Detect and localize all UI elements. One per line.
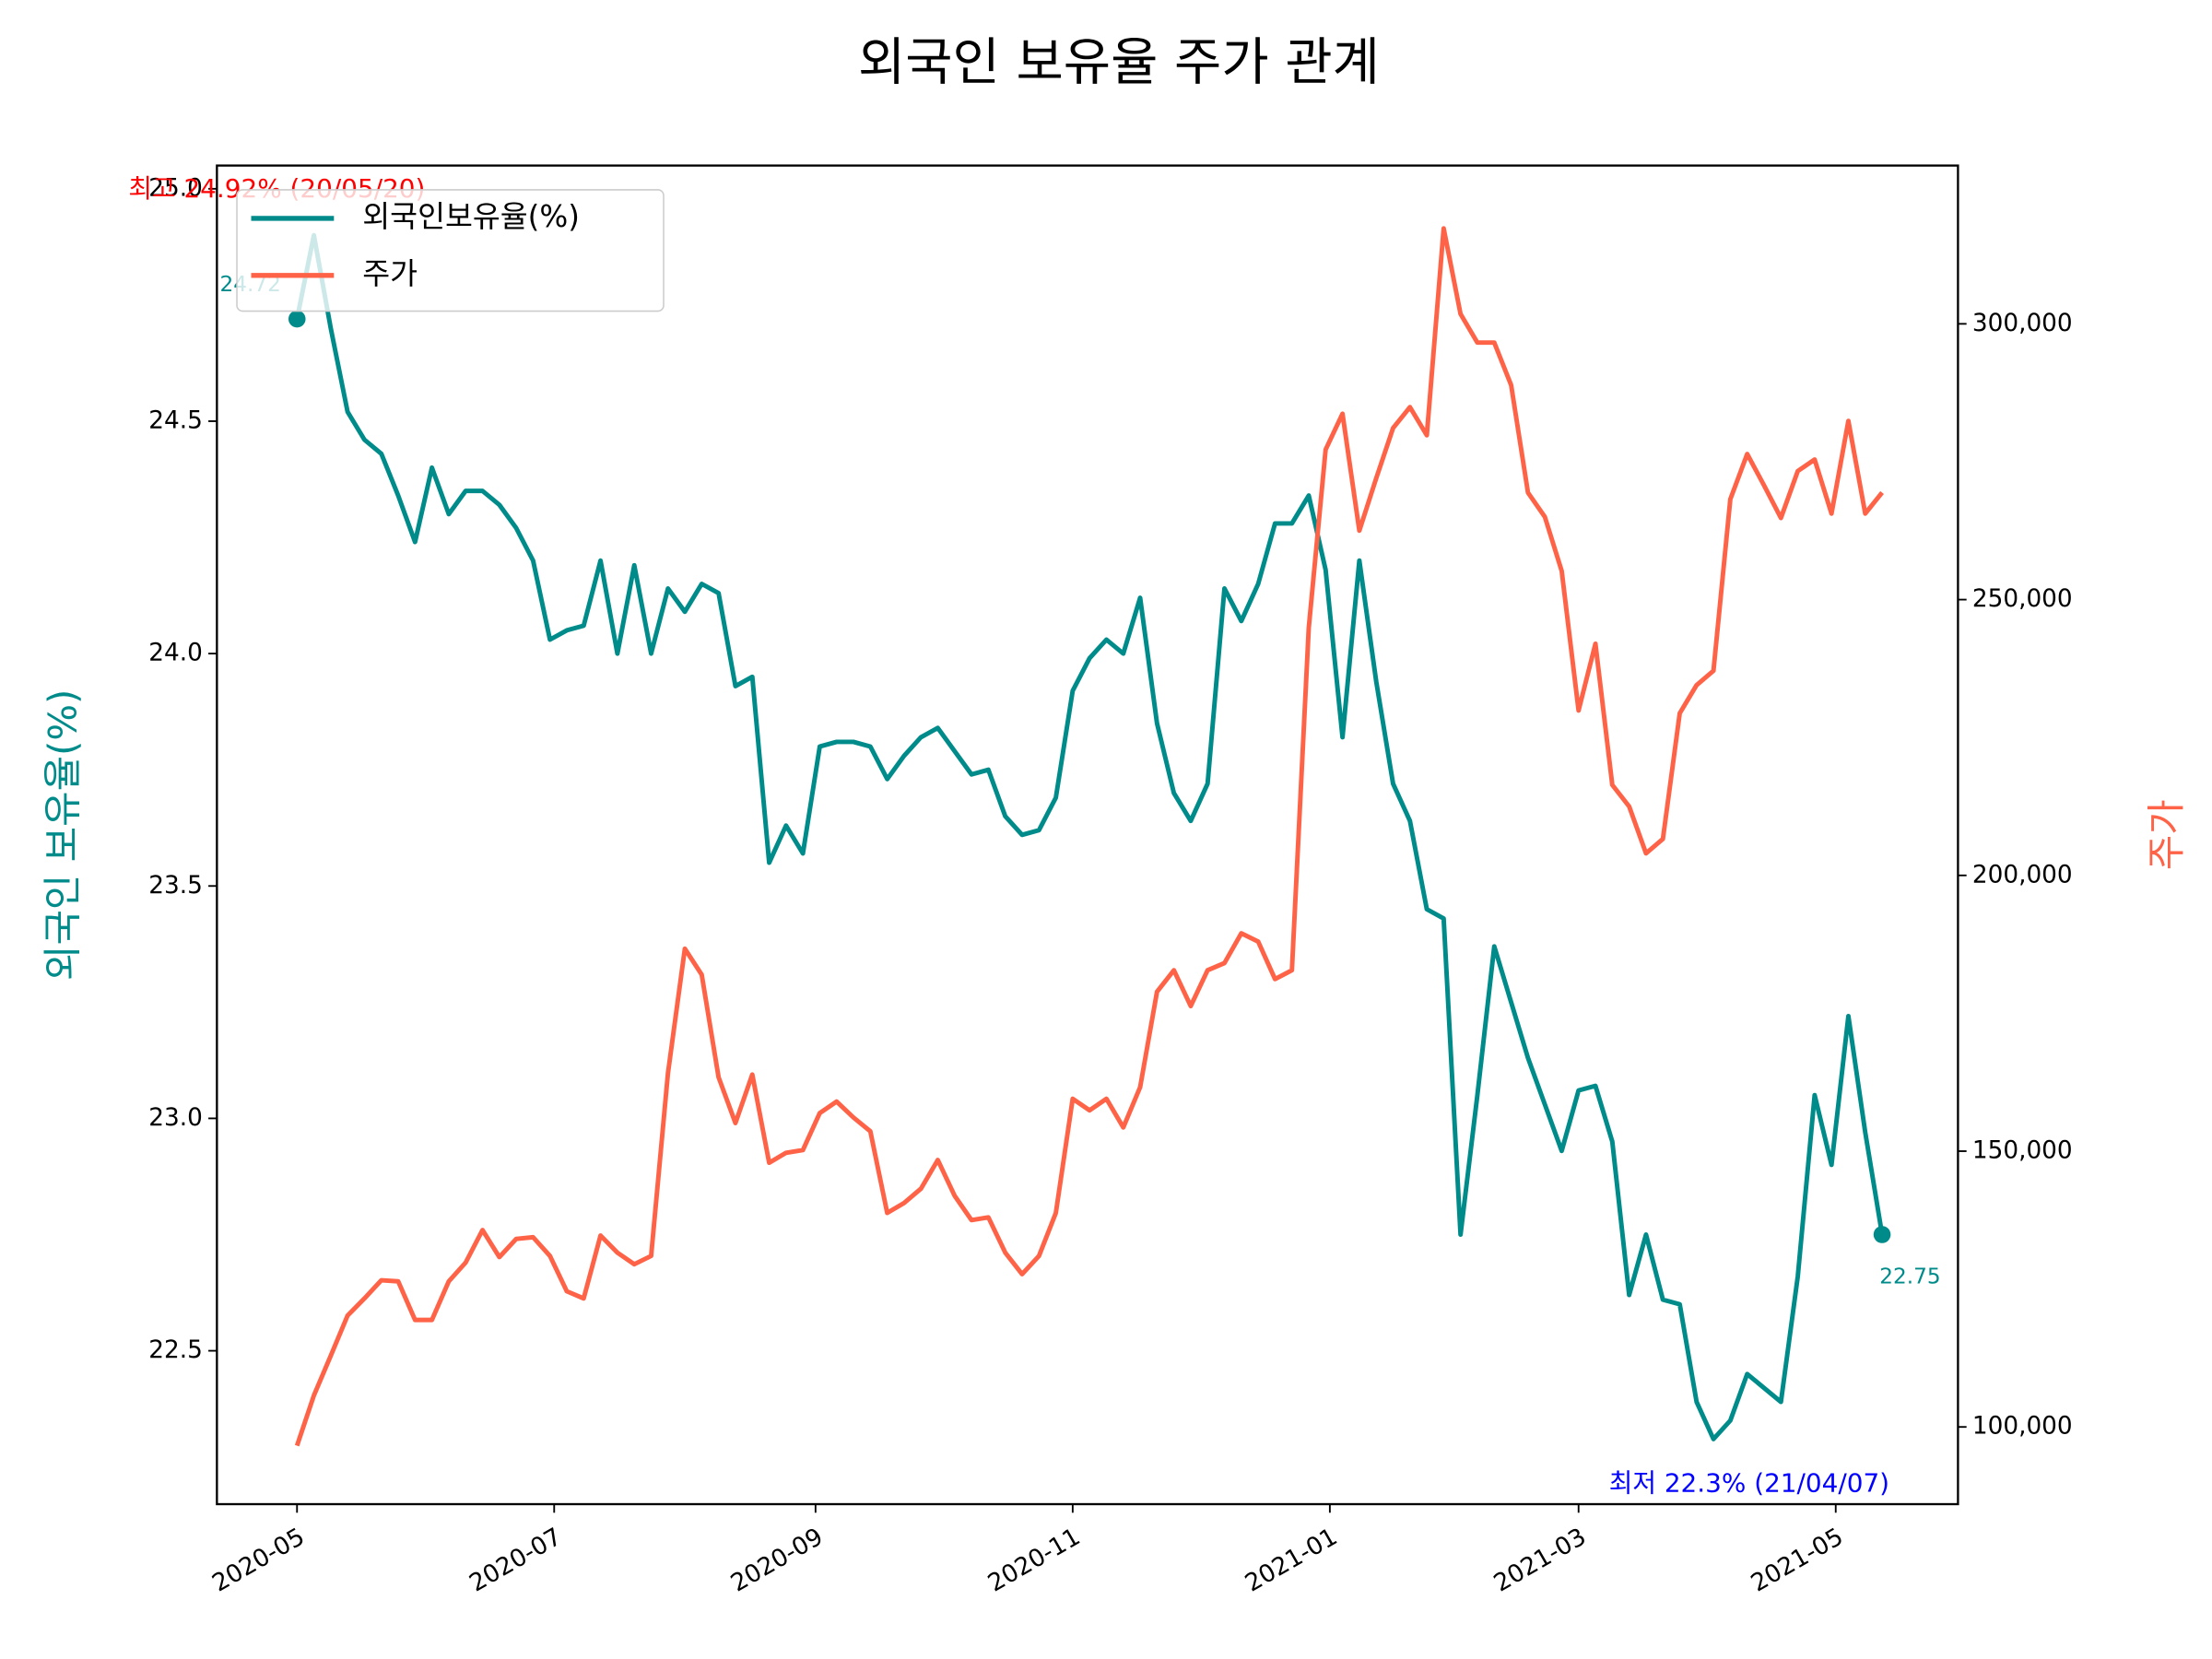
y2-tick-label: 150,000 xyxy=(1972,1137,2073,1165)
y2-tick-label: 100,000 xyxy=(1972,1413,2073,1441)
point-marker xyxy=(1873,1226,1891,1243)
y-tick-label: 24.0 xyxy=(148,640,203,667)
y-tick-label: 24.5 xyxy=(148,406,203,434)
annotation: 최저 22.3% (21/04/07) xyxy=(1609,1467,1889,1498)
y2-tick-label: 300,000 xyxy=(1972,310,2073,337)
legend: 외국인보유율(%) 주가 xyxy=(236,189,665,312)
point-marker xyxy=(288,310,306,328)
y-tick-label: 23.5 xyxy=(148,872,203,900)
y-axis-label: 외국인 보유율(%) xyxy=(41,689,86,981)
y-tick-label: 22.5 xyxy=(148,1336,203,1364)
series-line xyxy=(294,232,1885,1441)
x-tick-label: 2020-11 xyxy=(983,1524,1085,1598)
y-tick-label: 25.0 xyxy=(148,174,203,202)
x-tick-label: 2020-05 xyxy=(207,1524,309,1598)
x-tick-label: 2020-09 xyxy=(726,1524,828,1598)
y2-tick-label: 200,000 xyxy=(1972,861,2073,888)
plot-frame xyxy=(216,164,1959,1506)
legend-box xyxy=(236,189,665,312)
legend-label: 외국인보유율(%) xyxy=(362,199,580,234)
x-tick-label: 2021-03 xyxy=(1489,1524,1591,1598)
x-tick-label: 2021-05 xyxy=(1747,1524,1848,1598)
annotation: 22.75 xyxy=(1879,1264,1940,1288)
series-line xyxy=(294,226,1884,1447)
legend-label: 주가 xyxy=(362,256,418,291)
chart-title: 외국인 보유율 주가 관계 xyxy=(858,32,1380,92)
x-tick-label: 2020-07 xyxy=(465,1524,566,1598)
y2-tick-label: 250,000 xyxy=(1972,585,2073,613)
x-tick-label: 2021-01 xyxy=(1241,1524,1342,1598)
y-tick-label: 23.0 xyxy=(148,1104,203,1132)
y2-axis-label: 주가 xyxy=(2144,799,2189,870)
